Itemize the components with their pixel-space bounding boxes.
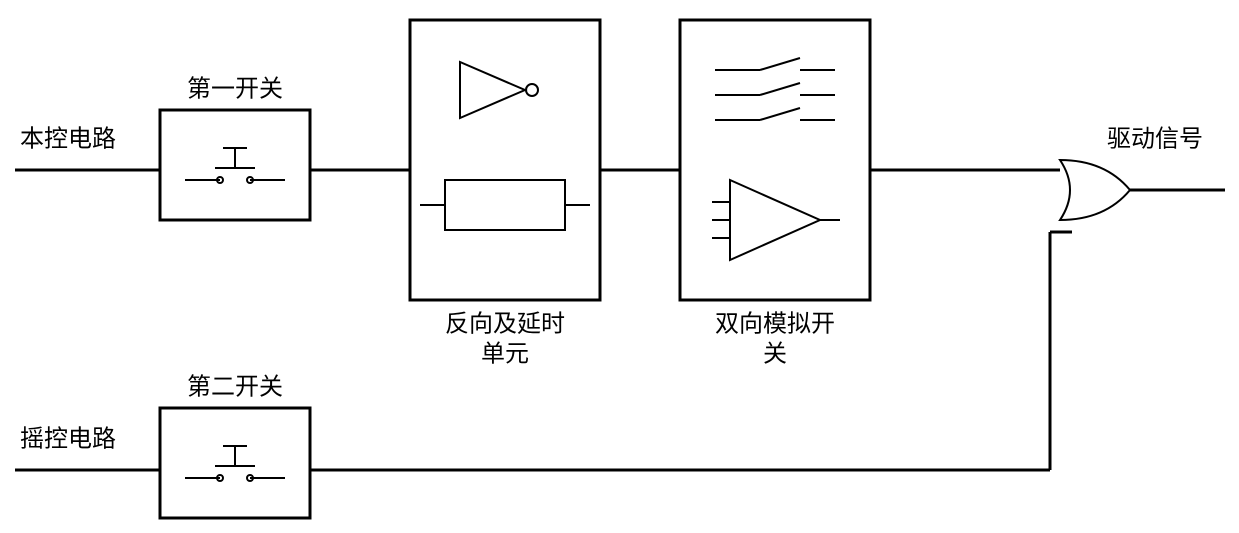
or-gate [1060,160,1130,220]
inverter-delay-block [410,20,600,300]
delay-icon [445,180,565,230]
inverter-delay-label: 反向及延时 [445,310,565,337]
analog-switch-label: 双向模拟开 [715,310,835,337]
switch1-label: 第一开关 [187,75,283,102]
inverter-icon [460,62,525,118]
analog-switch-label2: 关 [763,340,787,367]
input-bottom-label: 摇控电路 [20,425,116,452]
analog-switch-block [680,20,870,300]
output-label: 驱动信号 [1107,125,1203,152]
input-top-label: 本控电路 [20,125,116,152]
amp-icon [730,180,820,260]
switch2-label: 第二开关 [187,373,283,400]
inverter-delay-label2: 单元 [481,340,529,367]
